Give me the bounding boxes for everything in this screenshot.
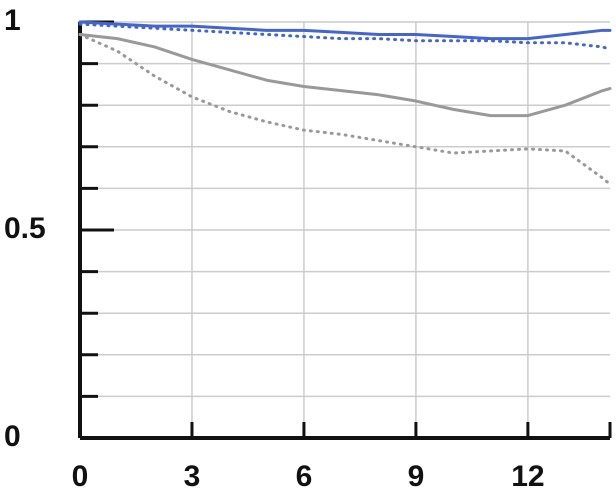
series-line bbox=[78, 20, 612, 41]
series-line bbox=[78, 32, 612, 118]
series-line bbox=[78, 32, 612, 186]
x-tick-label: 6 bbox=[296, 460, 313, 493]
y-tick-label: 1 bbox=[4, 4, 21, 37]
series-line bbox=[78, 22, 612, 51]
y-tick-label: 0 bbox=[4, 420, 21, 453]
x-tick-label: 9 bbox=[408, 460, 425, 493]
x-tick-label: 3 bbox=[184, 460, 201, 493]
x-tick-label: 0 bbox=[72, 460, 89, 493]
x-tick-label: 12 bbox=[511, 460, 544, 493]
y-tick-label: 0.5 bbox=[4, 212, 46, 245]
